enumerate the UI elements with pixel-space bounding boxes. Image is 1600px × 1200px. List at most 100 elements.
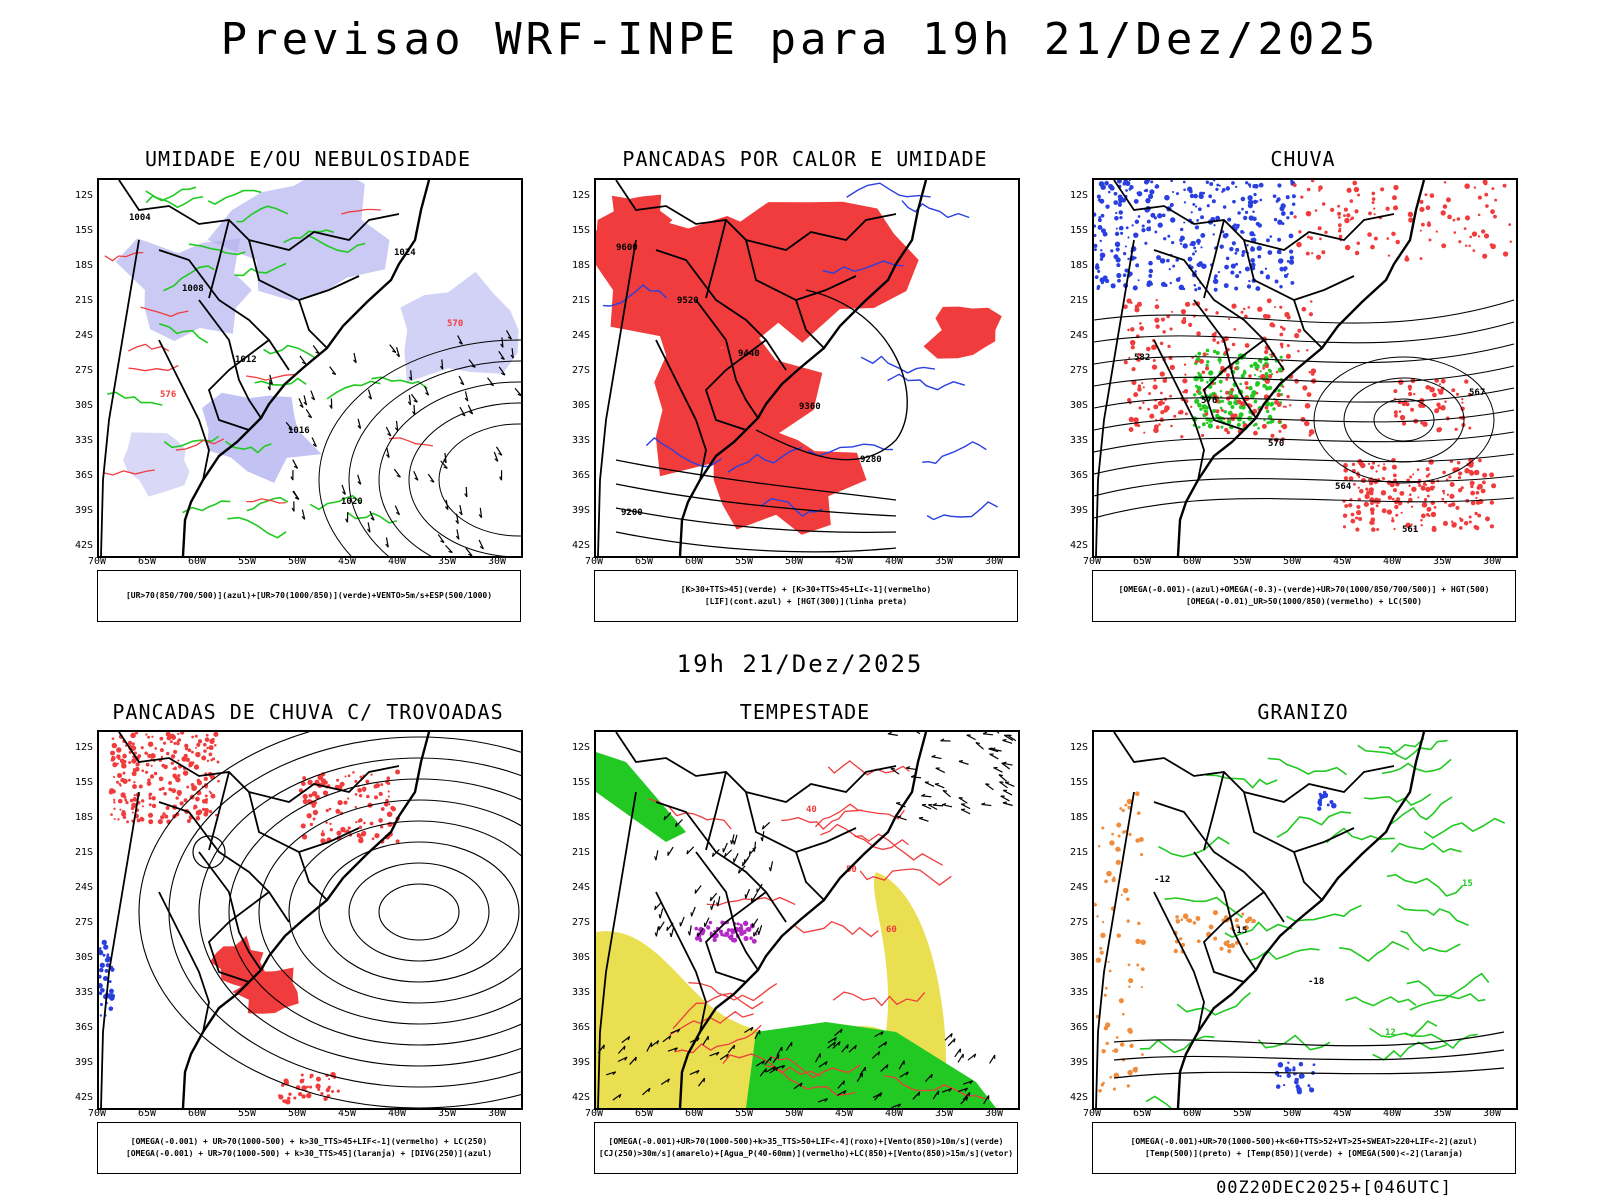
omega500-orange (1106, 870, 1112, 877)
rain-red (1234, 366, 1238, 371)
rain-red (1455, 392, 1460, 396)
severe-storm-purple (730, 930, 735, 935)
rain-red (1391, 464, 1397, 470)
wind-vector (458, 375, 465, 386)
temp850-contour (1206, 774, 1278, 789)
thunder-rain-red (325, 821, 328, 824)
rain-red (1476, 485, 1481, 490)
rain-red (1408, 217, 1414, 223)
wind-vector (667, 1047, 678, 1052)
rain-omega-blue (1171, 241, 1175, 245)
wind-vector (967, 1053, 977, 1061)
omega500-orange (1097, 845, 1101, 848)
rain-omega-blue (1290, 281, 1295, 285)
panel-title: GRANIZO (1257, 700, 1349, 724)
wind-vector (629, 1056, 637, 1065)
rain-omega-blue (1123, 180, 1129, 185)
rain-omega-blue (1248, 279, 1251, 283)
rain-red (1171, 310, 1174, 313)
thunder-rain-red (159, 736, 164, 741)
thunder-rain-red (157, 819, 163, 825)
rain-red (1128, 416, 1134, 423)
thunder-rain-red (300, 1073, 304, 1077)
thunder-rain-red (111, 737, 115, 741)
latitude-label: 42S (74, 540, 93, 551)
rain-omega-green (1236, 422, 1241, 427)
state-border (198, 851, 262, 971)
wind-vector (983, 1095, 990, 1105)
thunder-rain-red (328, 807, 332, 811)
rain-omega-blue (1124, 268, 1129, 273)
rain-omega-blue (1146, 219, 1151, 224)
omega500-orange (1105, 1041, 1109, 1046)
legend-caption: [OMEGA(-0.001) + UR>70(1000-500) + k>30_… (97, 1122, 521, 1174)
omega500-orange (1111, 878, 1116, 883)
rain-red (1314, 209, 1318, 212)
rain-red (1454, 467, 1458, 471)
rain-omega-blue (1115, 227, 1118, 230)
rain-omega-blue (1182, 243, 1188, 249)
rain-omega-blue (1178, 276, 1181, 279)
rain-red (1278, 419, 1282, 423)
longitude-label: 60W (187, 556, 207, 567)
temp850-contour (1248, 947, 1320, 962)
rain-red (1421, 222, 1425, 227)
rain-omega-blue (1132, 285, 1138, 291)
thunder-rain-red (177, 793, 181, 797)
state-border (705, 219, 727, 299)
wind-vector (832, 1041, 841, 1049)
rain-red (1309, 236, 1314, 240)
thunder-rain-red (186, 819, 191, 823)
rain-red (1480, 488, 1486, 494)
thunder-rain-red (354, 805, 358, 809)
state-border (298, 851, 328, 901)
longitude-label: 55W (1232, 1108, 1252, 1119)
rain-red (1159, 371, 1165, 377)
rain-omega-blue (1291, 202, 1296, 206)
rain-red (1454, 427, 1458, 431)
rain-red (1310, 372, 1315, 376)
rain-omega-blue (1128, 180, 1131, 182)
thunder-rain-red (217, 779, 220, 783)
rain-omega-blue (1192, 202, 1196, 206)
hail-blue (1292, 1068, 1296, 1072)
severe-storm-purple (742, 920, 749, 926)
precipitable-water-contour (764, 1064, 856, 1096)
thunder-rain-red (183, 753, 188, 758)
omega500-orange (1213, 936, 1218, 941)
rain-red (1399, 490, 1405, 496)
rain-omega-blue (1187, 256, 1193, 262)
rain-red (1317, 226, 1322, 231)
rain-red (1485, 516, 1490, 522)
lc250-streamline (318, 841, 520, 983)
wind-vector (468, 359, 476, 368)
latitude-label: 18S (571, 260, 590, 271)
wind-vector (848, 1044, 857, 1053)
divergence-blue (99, 947, 102, 950)
lif-contour (846, 182, 931, 198)
rain-red (1371, 201, 1375, 205)
state-border (207, 891, 270, 983)
temp850-contour (1372, 1041, 1447, 1061)
rain-omega-blue (1248, 183, 1252, 187)
rain-omega-green (1227, 390, 1234, 396)
rain-red (1354, 209, 1359, 214)
severe-storm-purple (718, 929, 723, 934)
rain-red (1387, 254, 1391, 257)
latitude-label: 36S (74, 1022, 93, 1033)
thunder-rain-red (288, 1092, 292, 1096)
wind-vector (408, 370, 413, 381)
rain-red (1153, 378, 1157, 382)
thunder-rain-red (315, 1083, 321, 1089)
rain-omega-blue (1193, 193, 1198, 199)
wind-vector (993, 766, 1003, 773)
longitude-label: 70W (584, 1108, 604, 1119)
rain-omega-blue (1118, 200, 1123, 204)
thunder-rain-red (335, 808, 341, 814)
rain-omega-green (1266, 421, 1270, 425)
rain-omega-blue (1257, 254, 1262, 259)
rain-omega-blue (1222, 205, 1227, 209)
rain-red (1128, 427, 1134, 432)
rain-red (1236, 399, 1242, 405)
rain-red (1180, 435, 1184, 439)
